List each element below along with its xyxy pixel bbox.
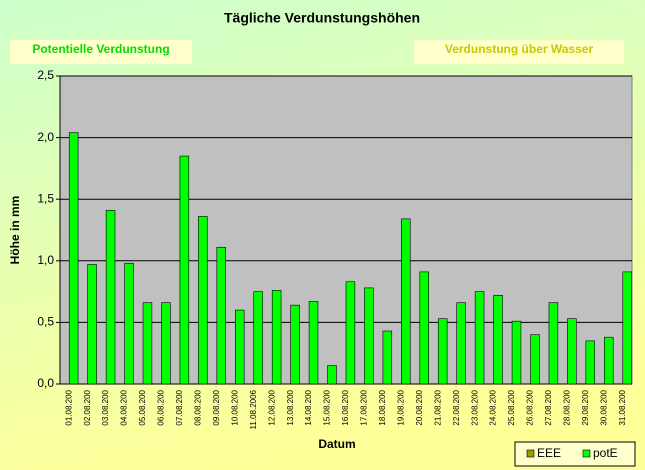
x-tick-label: 26.08.200: [526, 389, 535, 425]
annotation-box: [414, 40, 624, 64]
x-tick-label: 01.08.200: [64, 389, 73, 425]
y-tick-label: 0,0: [37, 376, 54, 390]
bar: [68, 132, 79, 385]
bar: [567, 318, 577, 385]
bar: [327, 365, 337, 385]
annotation: Potentielle Verdunstung: [32, 42, 169, 56]
legend-swatch: [582, 449, 591, 458]
x-tick-label: 10.08.200: [230, 389, 239, 425]
bar: [345, 281, 356, 385]
bar: [290, 304, 300, 385]
bar: [585, 340, 596, 385]
chart-title: Tägliche Verdunstungshöhen: [224, 10, 420, 26]
bar: [530, 334, 540, 385]
x-tick-label: 06.08.200: [157, 389, 166, 425]
x-tick-label: 05.08.200: [138, 389, 147, 425]
y-tick-label: 2,0: [37, 130, 54, 144]
legend: [514, 441, 636, 467]
x-tick-label: 31.08.200: [618, 389, 627, 425]
y-tick-label: 1,0: [37, 253, 54, 267]
y-tick-label: 1,5: [37, 191, 54, 205]
x-tick-label: 09.08.200: [212, 389, 221, 425]
bar: [382, 330, 393, 385]
legend-label: potE: [593, 446, 618, 460]
x-tick-label: 18.08.200: [378, 389, 387, 425]
bar: [364, 287, 374, 385]
bar: [437, 318, 448, 385]
x-tick-label: 15.08.200: [323, 389, 332, 425]
x-tick-label: 23.08.200: [470, 389, 479, 425]
legend-label: EEE: [537, 446, 561, 460]
x-tick-label: 30.08.200: [599, 389, 608, 425]
bar: [511, 320, 522, 385]
bar: [253, 291, 263, 385]
x-tick-label: 04.08.200: [120, 389, 129, 425]
bar: [161, 302, 171, 385]
x-tick-label: 24.08.200: [489, 389, 498, 425]
y-axis-label: Höhe in mm: [8, 196, 22, 265]
legend-swatch: [526, 449, 535, 458]
x-tick-label: 21.08.200: [433, 389, 442, 425]
bar: [271, 290, 282, 385]
x-tick-label: 20.08.200: [415, 389, 424, 425]
x-tick-label: 14.08.200: [304, 389, 313, 425]
x-tick-label: 29.08.200: [581, 389, 590, 425]
bar: [474, 291, 485, 385]
bar: [179, 155, 190, 385]
x-tick-label: 02.08.200: [83, 389, 92, 425]
x-axis-label: Datum: [318, 437, 355, 451]
x-tick-label: 11.08.2006: [249, 389, 258, 429]
x-tick-label: 13.08.200: [286, 389, 295, 425]
bar: [105, 209, 116, 385]
bar: [604, 336, 614, 385]
bar: [198, 216, 208, 385]
x-tick-label: 17.08.200: [360, 389, 369, 425]
bar: [87, 264, 97, 385]
y-tick-label: 2,5: [37, 68, 54, 82]
bar: [622, 271, 632, 385]
x-tick-label: 08.08.200: [193, 389, 202, 425]
bar: [142, 302, 153, 385]
bar: [456, 302, 466, 385]
x-tick-label: 16.08.200: [341, 389, 350, 425]
x-tick-label: 28.08.200: [563, 389, 572, 425]
bar: [216, 246, 226, 385]
x-tick-label: 27.08.200: [544, 389, 553, 425]
annotation: Verdunstung über Wasser: [445, 42, 594, 56]
x-tick-label: 19.08.200: [396, 389, 405, 425]
x-tick-label: 25.08.200: [507, 389, 516, 425]
x-tick-label: 12.08.200: [267, 389, 276, 425]
y-tick-label: 0,5: [37, 315, 54, 329]
bar: [401, 218, 411, 385]
bar: [419, 271, 429, 385]
x-tick-label: 03.08.200: [101, 389, 110, 425]
bar: [308, 301, 319, 385]
bar: [124, 262, 134, 385]
bar: [234, 309, 245, 385]
bar: [548, 302, 559, 385]
bar: [493, 294, 503, 385]
annotation-box: [10, 40, 192, 64]
x-tick-label: 07.08.200: [175, 389, 184, 425]
x-tick-label: 22.08.200: [452, 389, 461, 425]
